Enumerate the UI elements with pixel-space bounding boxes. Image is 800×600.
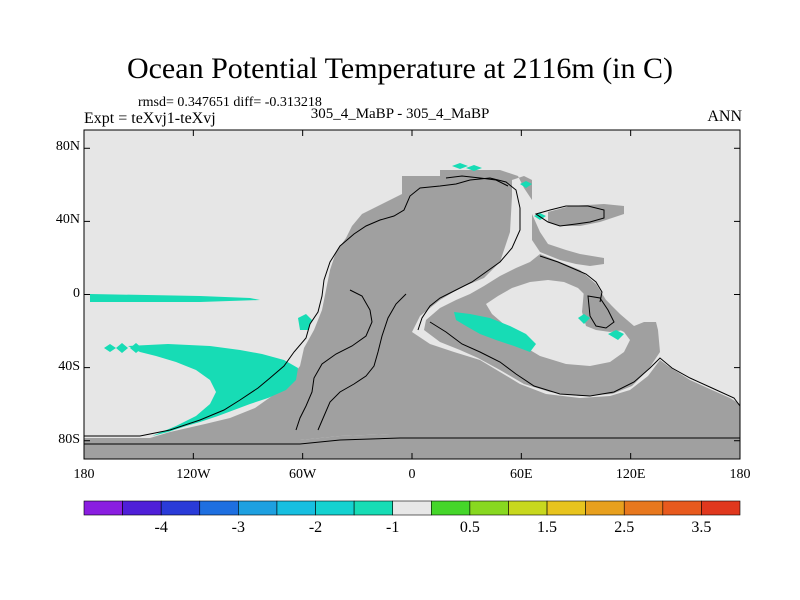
lon-tick-label: 120W	[176, 467, 211, 482]
small-east-anomaly-2	[608, 330, 624, 340]
colorbar-label: -4	[154, 519, 168, 536]
coastline-ring-north	[539, 255, 603, 303]
northeast-island-land	[548, 204, 624, 226]
west-continent-land	[84, 170, 740, 446]
central-coast-anomaly	[298, 314, 312, 330]
colorbar-label: -2	[308, 519, 323, 536]
experiment-label: Expt = teXvj1-teXvj	[84, 110, 216, 127]
colorbar-label: -1	[386, 519, 400, 536]
colorbar-label: 1.5	[537, 519, 558, 536]
season-label: ANN	[707, 108, 742, 125]
antarctica-land	[84, 434, 740, 459]
case-label: 305_4_MaBP - 305_4_MaBP	[310, 106, 490, 122]
northeast-anomaly	[520, 181, 546, 220]
lat-tick-label: 80N	[55, 139, 80, 155]
ring-interior-anomaly	[454, 312, 536, 352]
arctic-anomaly	[452, 163, 482, 171]
lat-tick-label: 0	[73, 285, 80, 301]
lat-tick-label: 40N	[55, 212, 80, 228]
axis-ticks	[83, 130, 741, 459]
rmsd-diff-stats: rmsd= 0.347651 diff= -0.313218	[138, 95, 322, 110]
coastline-mid	[295, 289, 373, 431]
coastline-peninsula	[587, 295, 615, 329]
coastline-west	[84, 177, 521, 437]
wave-dots-anomaly	[104, 343, 142, 353]
lon-tick-label: 60E	[510, 467, 533, 482]
lat-tick-label: 40S	[58, 358, 80, 374]
coastlines	[84, 175, 741, 445]
colorbar-label: 2.5	[614, 519, 635, 536]
coastline-inner	[317, 293, 407, 431]
lon-tick-label: 180	[73, 467, 95, 482]
lon-tick-label: 180	[729, 467, 751, 482]
coastline-south-ring	[429, 321, 741, 407]
coastline-northeast	[534, 205, 605, 227]
lon-tick-label: 120E	[615, 467, 646, 482]
equatorial-stripe-anomaly	[90, 294, 260, 302]
southwest-anomaly	[128, 344, 298, 436]
colorbar-label: 3.5	[691, 519, 712, 536]
colorbar-label: -3	[231, 519, 245, 536]
east-ring-land	[424, 254, 660, 396]
cold-anomaly-regions	[90, 163, 624, 436]
map-title: Ocean Potential Temperature at 2116m (in…	[126, 52, 674, 85]
lon-tick-label: 60W	[289, 467, 317, 482]
colorbar-label: 0.5	[459, 519, 480, 536]
coastline-south	[84, 437, 740, 445]
small-east-anomaly-1	[578, 314, 590, 324]
coastline-arctic	[445, 175, 509, 187]
lon-tick-label: 0	[408, 467, 416, 482]
lat-tick-label: 80S	[58, 431, 80, 447]
